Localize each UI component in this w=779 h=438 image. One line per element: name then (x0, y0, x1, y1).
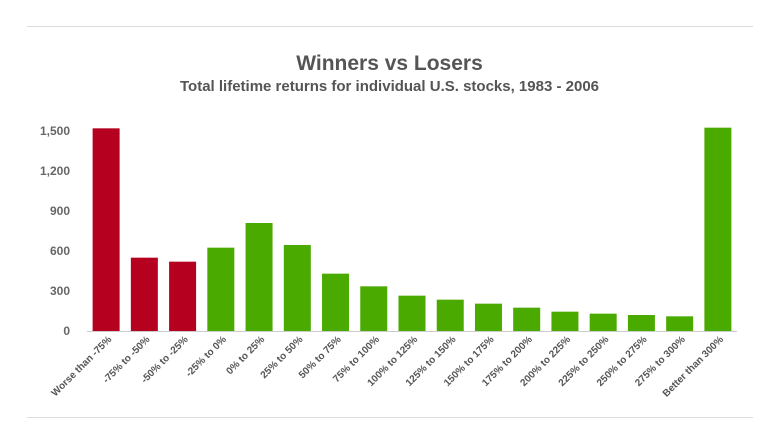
x-tick-label: Worse than -75% (50, 334, 115, 399)
y-tick-label: 0 (63, 324, 70, 338)
bar (360, 286, 388, 331)
bar (130, 257, 158, 331)
bar (169, 261, 197, 331)
chart-title: Winners vs Losers (296, 52, 483, 75)
bar (513, 307, 541, 331)
bar (704, 127, 732, 332)
y-tick-label: 300 (50, 284, 70, 298)
y-tick-label: 1,200 (40, 164, 70, 178)
bar (245, 223, 273, 331)
bar (283, 245, 311, 331)
chart-subtitle: Total lifetime returns for individual U.… (179, 78, 600, 95)
bar (666, 316, 694, 331)
bar (398, 295, 426, 331)
y-tick-label: 900 (50, 204, 70, 218)
bar (322, 273, 350, 331)
bar (627, 315, 655, 331)
bar (474, 303, 502, 331)
top-divider (27, 26, 753, 27)
bar (551, 311, 579, 331)
bar (436, 299, 464, 331)
bar (92, 128, 120, 331)
bottom-divider (27, 417, 753, 418)
y-tick-label: 600 (50, 244, 70, 258)
bar (589, 313, 617, 331)
x-tick-label: -25% to 0% (184, 334, 229, 379)
y-tick-label: 1,500 (40, 124, 70, 138)
bar (207, 247, 235, 331)
